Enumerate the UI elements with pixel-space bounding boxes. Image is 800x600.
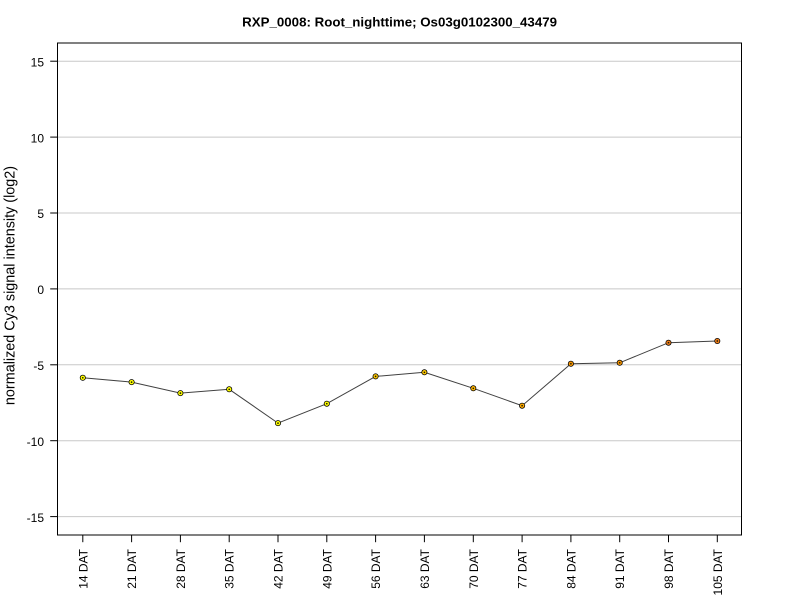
svg-text:-10: -10 (27, 435, 45, 449)
svg-text:-15: -15 (27, 511, 45, 525)
svg-text:105 DAT: 105 DAT (711, 548, 725, 595)
svg-text:98 DAT: 98 DAT (662, 548, 676, 588)
svg-text:15: 15 (31, 55, 45, 69)
svg-text:35 DAT: 35 DAT (223, 548, 237, 588)
svg-text:21 DAT: 21 DAT (125, 548, 139, 588)
svg-text:28 DAT: 28 DAT (174, 548, 188, 588)
svg-text:42 DAT: 42 DAT (272, 548, 286, 588)
svg-text:0: 0 (37, 283, 44, 297)
svg-text:56 DAT: 56 DAT (369, 548, 383, 588)
svg-text:5: 5 (37, 207, 44, 221)
svg-text:14 DAT: 14 DAT (76, 548, 90, 588)
svg-text:-5: -5 (33, 359, 44, 373)
svg-text:91 DAT: 91 DAT (613, 548, 627, 588)
svg-text:77 DAT: 77 DAT (516, 548, 530, 588)
svg-text:84 DAT: 84 DAT (564, 548, 578, 588)
svg-text:49 DAT: 49 DAT (320, 548, 334, 588)
svg-text:RXP_0008: Root_nighttime; Os03: RXP_0008: Root_nighttime; Os03g0102300_4… (242, 15, 557, 30)
svg-text:70 DAT: 70 DAT (467, 548, 481, 588)
svg-text:10: 10 (31, 131, 45, 145)
svg-text:normalized Cy3 signal intensit: normalized Cy3 signal intensity (log2) (3, 166, 19, 405)
svg-text:63 DAT: 63 DAT (418, 548, 432, 588)
